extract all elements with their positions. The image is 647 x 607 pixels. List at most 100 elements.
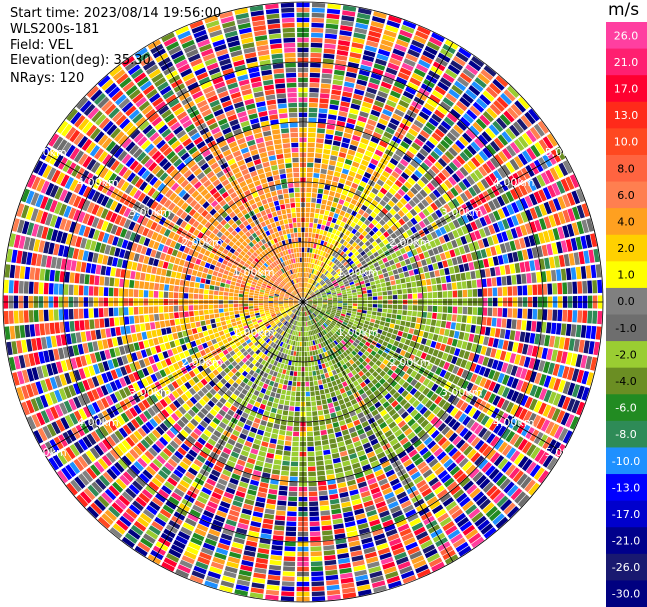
velocity-gate [181,358,189,366]
velocity-gate [350,47,363,54]
velocity-gate [408,396,417,405]
velocity-gate [175,535,188,545]
velocity-gate [352,436,360,443]
velocity-gate [480,249,487,259]
velocity-gate [185,471,196,481]
velocity-gate [263,329,269,334]
velocity-gate [293,431,300,437]
velocity-gate [287,311,292,315]
velocity-gate [352,276,358,281]
velocity-gate [372,296,378,300]
velocity-gate [439,516,452,527]
velocity-gate [328,371,334,377]
velocity-gate [411,335,418,342]
velocity-gate [334,324,340,329]
velocity-gate [332,369,337,376]
velocity-gate [372,131,382,140]
velocity-gate [450,274,456,282]
velocity-gate [374,382,382,389]
velocity-gate [344,470,354,477]
velocity-gate [409,550,423,560]
velocity-gate [538,360,546,372]
velocity-gate [558,337,565,350]
velocity-gate [466,109,478,120]
velocity-gate [269,328,274,333]
velocity-gate [458,136,469,147]
velocity-gate [342,321,348,326]
velocity-gate [400,24,415,34]
velocity-gate [246,436,254,443]
velocity-gate [439,328,445,336]
velocity-gate [326,260,331,265]
velocity-gate [190,418,199,427]
velocity-gate [290,306,295,309]
velocity-gate [255,385,262,392]
velocity-gate [329,354,334,360]
velocity-gate [370,20,384,29]
velocity-gate [308,476,317,482]
velocity-gate [492,371,501,382]
velocity-gate [238,518,250,525]
velocity-gate [239,433,247,440]
velocity-gate [441,313,447,321]
velocity-gate [365,389,373,396]
velocity-gate [350,221,357,228]
velocity-gate [407,305,413,311]
velocity-gate [376,451,386,460]
velocity-gate [328,360,333,366]
velocity-gate [364,247,370,253]
velocity-gate [320,394,326,400]
velocity-gate [400,278,406,284]
velocity-gate [419,273,426,280]
velocity-gate [426,279,432,286]
velocity-gate [211,338,218,345]
velocity-gate [154,516,167,527]
velocity-gate [492,395,501,406]
velocity-gate [415,564,429,574]
velocity-gate [581,203,590,217]
velocity-gate [353,440,362,448]
velocity-gate [257,455,265,462]
velocity-gate [310,556,323,562]
velocity-gate [300,306,303,312]
velocity-gate [557,379,566,393]
velocity-gate [462,289,468,298]
velocity-gate [415,192,424,201]
velocity-gate [318,332,322,338]
velocity-gate [428,136,439,146]
velocity-gate [284,306,289,309]
velocity-gate [542,283,548,295]
velocity-gate [328,337,333,343]
velocity-gate [320,280,325,285]
velocity-gate [336,323,341,327]
velocity-gate [470,324,476,334]
velocity-gate [275,339,280,344]
velocity-gate [467,160,477,171]
velocity-gate [351,182,359,189]
velocity-gate [191,570,206,580]
velocity-gate [313,275,317,280]
velocity-gate [267,579,280,586]
velocity-gate [256,552,269,559]
velocity-gate [385,405,394,413]
velocity-gate [320,515,331,521]
velocity-gate [324,413,331,420]
velocity-gate [163,367,171,376]
velocity-gate [430,416,439,425]
velocity-gate [387,290,393,295]
velocity-gate [282,571,295,577]
velocity-gate [121,536,135,548]
velocity-gate [274,350,280,356]
velocity-gate [456,492,468,504]
velocity-gate [394,179,403,188]
velocity-gate [324,210,330,216]
velocity-gate [306,416,312,422]
velocity-gate [115,367,123,378]
velocity-gate [235,357,242,364]
velocity-gate [267,374,273,380]
velocity-gate [296,381,301,387]
velocity-gate [219,501,231,509]
velocity-gate [107,420,117,432]
velocity-gate [367,289,372,294]
velocity-gate [382,413,391,421]
